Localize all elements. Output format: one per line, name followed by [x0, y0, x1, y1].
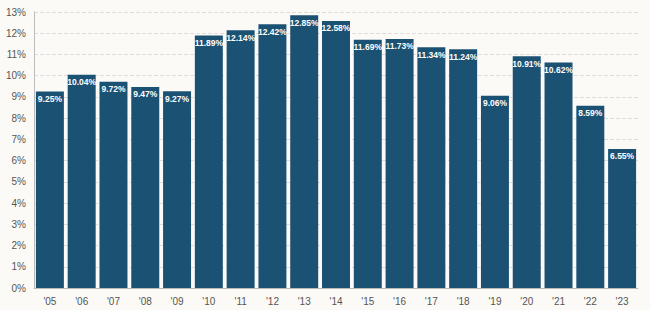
svg-text:'17: '17	[425, 296, 438, 307]
svg-text:9.47%: 9.47%	[133, 89, 158, 99]
svg-text:8.59%: 8.59%	[578, 108, 603, 118]
svg-text:'12: '12	[266, 296, 279, 307]
svg-text:10.04%: 10.04%	[67, 77, 96, 87]
svg-text:6.55%: 6.55%	[610, 151, 635, 161]
svg-text:10%: 10%	[6, 70, 26, 81]
svg-text:'11: '11	[234, 296, 247, 307]
svg-text:6%: 6%	[12, 155, 27, 166]
svg-text:12.14%: 12.14%	[226, 33, 255, 43]
svg-text:'06: '06	[75, 296, 88, 307]
svg-text:9.25%: 9.25%	[38, 94, 63, 104]
svg-text:11.73%: 11.73%	[385, 41, 414, 51]
svg-text:'16: '16	[393, 296, 406, 307]
svg-text:12%: 12%	[6, 28, 26, 39]
svg-text:10.91%: 10.91%	[512, 59, 541, 69]
svg-text:5%: 5%	[12, 176, 27, 187]
svg-text:'19: '19	[488, 296, 501, 307]
svg-text:9.72%: 9.72%	[101, 84, 126, 94]
svg-text:3%: 3%	[12, 219, 27, 230]
svg-text:9%: 9%	[12, 91, 27, 102]
svg-text:9.06%: 9.06%	[483, 98, 508, 108]
svg-text:11.69%: 11.69%	[354, 42, 383, 52]
svg-text:'05: '05	[43, 296, 56, 307]
svg-text:'09: '09	[171, 296, 184, 307]
svg-text:'23: '23	[616, 296, 629, 307]
svg-text:'15: '15	[361, 296, 374, 307]
svg-text:'22: '22	[584, 296, 597, 307]
svg-text:12.58%: 12.58%	[322, 23, 351, 33]
svg-text:'21: '21	[552, 296, 565, 307]
svg-text:8%: 8%	[12, 113, 27, 124]
svg-text:4%: 4%	[12, 198, 27, 209]
svg-text:'10: '10	[202, 296, 215, 307]
svg-text:'14: '14	[329, 296, 342, 307]
svg-text:12.85%: 12.85%	[290, 18, 319, 28]
svg-text:7%: 7%	[12, 134, 27, 145]
svg-text:'07: '07	[107, 296, 120, 307]
svg-text:12.42%: 12.42%	[258, 27, 287, 37]
svg-text:11.89%: 11.89%	[195, 38, 224, 48]
svg-text:'13: '13	[298, 296, 311, 307]
svg-text:2%: 2%	[12, 240, 27, 251]
svg-text:11%: 11%	[7, 49, 26, 60]
svg-text:'20: '20	[520, 296, 533, 307]
svg-text:0%: 0%	[12, 283, 27, 294]
svg-text:11.34%: 11.34%	[417, 50, 446, 60]
svg-text:10.62%: 10.62%	[544, 65, 573, 75]
svg-text:11.24%: 11.24%	[449, 52, 478, 62]
svg-text:13%: 13%	[6, 7, 26, 18]
svg-text:1%: 1%	[12, 261, 27, 272]
svg-text:'08: '08	[139, 296, 152, 307]
svg-text:'18: '18	[457, 296, 470, 307]
svg-text:9.27%: 9.27%	[165, 94, 190, 104]
